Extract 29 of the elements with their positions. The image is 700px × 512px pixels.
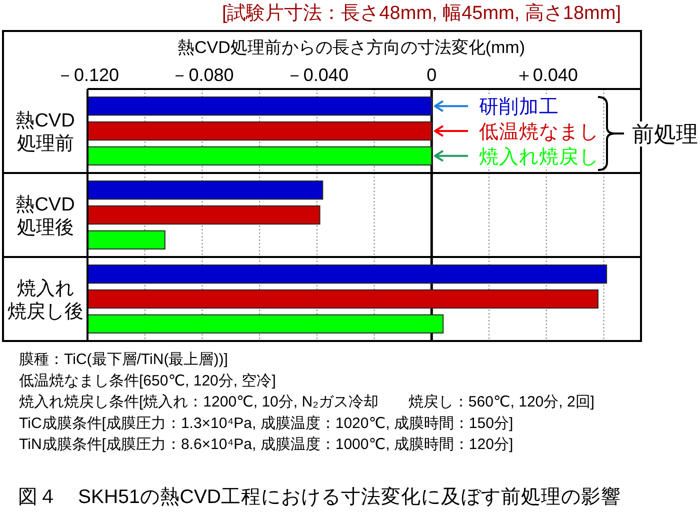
x-tick-label: －0.040 — [285, 65, 348, 85]
text: 焼入れ焼戻し — [479, 146, 599, 168]
x-tick-label: －0.080 — [170, 65, 234, 85]
text: 図４ SKH51の熱CVD工程における寸法変化に及ぼす前処理の影響 — [18, 485, 621, 508]
text: 研削加工 — [479, 96, 559, 118]
chart-subtitle: [試験片寸法：長さ48mm, 幅45mm, 高さ18mm] — [222, 2, 621, 24]
text: 低温焼なまし — [479, 121, 599, 143]
bar — [87, 180, 324, 200]
text: TiC成膜条件[成膜圧力：1.3×10⁴Pa, 成膜温度：1020℃, 成膜時間：150分] — [19, 414, 514, 432]
text: TiN成膜条件[成膜圧力：8.6×10⁴Pa, 成膜温度：1000℃, 成膜時間：120分] — [19, 436, 514, 454]
text: 焼入れ焼戻し条件[焼入れ：1200℃, 10分, N₂ガス冷却 焼戻し：560℃, 120分, 2回] — [19, 394, 594, 411]
bar — [87, 264, 608, 284]
y-tick-label: 焼入れ焼戻し後 — [7, 278, 84, 322]
bar — [87, 205, 320, 225]
x-tick-label: －0.120 — [56, 65, 120, 85]
bar — [87, 121, 432, 141]
bar — [87, 146, 432, 166]
bar — [87, 96, 432, 116]
bar — [87, 230, 166, 250]
bar — [87, 289, 598, 309]
x-axis-title: 熱CVD処理前からの長さ方向の寸法変化(mm) — [177, 38, 526, 57]
x-tick-label: 0 — [426, 65, 437, 85]
text: 低温焼なまし条件[650℃, 120分, 空冷] — [19, 372, 276, 390]
x-tick-label: ＋0.040 — [514, 65, 578, 85]
y-tick-label: 熱CVD処理後 — [16, 194, 75, 238]
legend-title: 前処理 — [632, 122, 698, 146]
bar — [87, 314, 444, 334]
y-tick-label: 熱CVD処理前 — [16, 110, 75, 154]
text: 膜種：TiC(最下層/TiN(最上層))] — [19, 351, 228, 368]
